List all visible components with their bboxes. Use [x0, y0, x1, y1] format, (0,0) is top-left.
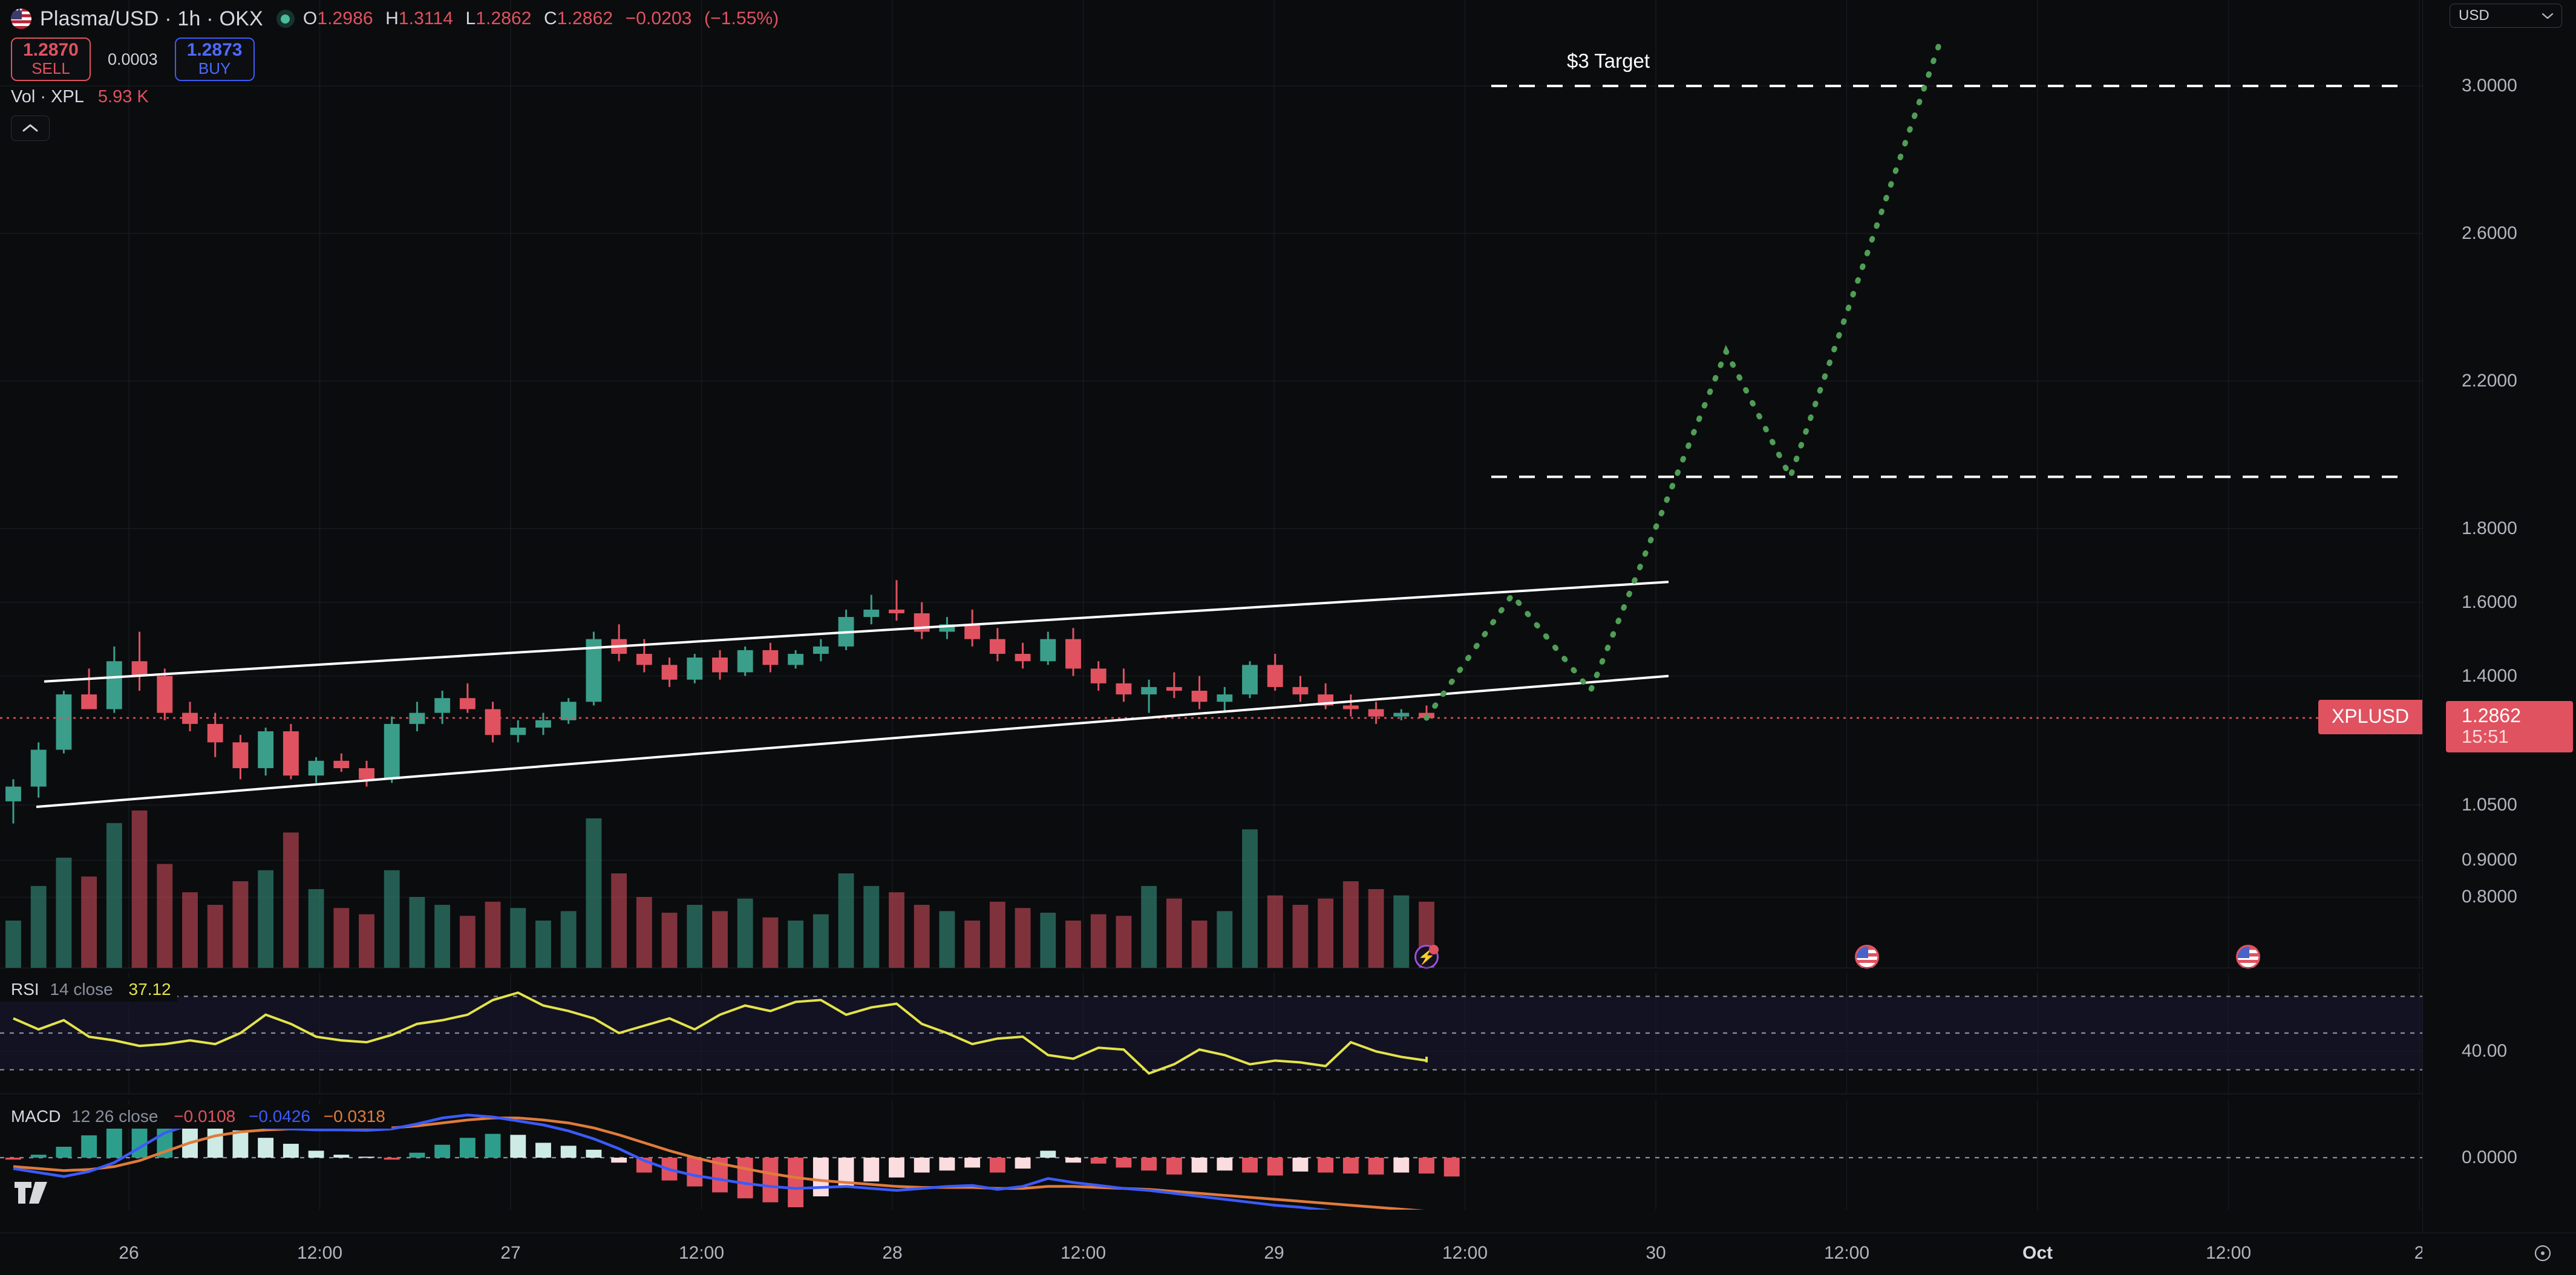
time-tick: Oct	[2022, 1243, 2053, 1263]
symbol-row[interactable]: Plasma/USD · 1h · OKX O1.2986 H1.3114 L1…	[11, 5, 779, 33]
bolt-marker[interactable]	[1414, 945, 1439, 969]
current-price-value: 1.2862	[2462, 704, 2521, 726]
time-tick: 2	[2414, 1243, 2425, 1263]
symbol-title[interactable]: Plasma/USD · 1h · OKX	[40, 7, 263, 30]
macd-name: MACD	[11, 1107, 61, 1126]
price-tick: 0.9000	[2462, 850, 2517, 870]
price-tick: 2.6000	[2462, 223, 2517, 243]
low-value: 1.2862	[476, 8, 532, 28]
target-annotation-label: $3 Target	[1567, 50, 1650, 72]
buy-price: 1.2873	[186, 40, 243, 60]
macd-pane[interactable]	[0, 1100, 2422, 1210]
macd-axis-tick: 0.0000	[2462, 1147, 2517, 1167]
rsi-args: 14 close	[50, 980, 113, 999]
currency-label: USD	[2459, 7, 2489, 24]
price-tick: 0.8000	[2462, 887, 2517, 907]
chart-legend: Plasma/USD · 1h · OKX O1.2986 H1.3114 L1…	[11, 5, 779, 141]
open-value: 1.2986	[317, 8, 373, 28]
live-dot-icon	[276, 10, 295, 28]
macd-args: 12 26 close	[71, 1107, 159, 1126]
time-tick: 12:00	[1060, 1243, 1107, 1263]
buy-button[interactable]: 1.2873 BUY	[174, 38, 255, 81]
rsi-value: 37.12	[128, 980, 171, 999]
price-tick: 1.4000	[2462, 665, 2517, 686]
price-tick: 2.2000	[2462, 370, 2517, 391]
flag-marker[interactable]	[2236, 945, 2260, 969]
collapse-legend-button[interactable]	[11, 116, 50, 141]
low-label: L	[465, 8, 476, 28]
sell-price: 1.2870	[23, 40, 79, 60]
buy-label: BUY	[198, 59, 231, 77]
time-tick: 28	[882, 1243, 903, 1263]
time-tick: 29	[1264, 1243, 1284, 1263]
price-tick: 1.6000	[2462, 592, 2517, 612]
rsi-pane[interactable]	[0, 973, 2422, 1094]
macd-chart-svg	[0, 1100, 2422, 1210]
close-value: 1.2862	[557, 8, 613, 28]
main-price-pane[interactable]: $3 Target	[0, 0, 2422, 968]
currency-selector[interactable]: USD	[2450, 4, 2562, 28]
change-percent: (−1.55%)	[704, 8, 779, 28]
us-flag-icon	[11, 8, 31, 29]
volume-legend[interactable]: Vol · XPL 5.93 K	[11, 87, 779, 107]
high-value: 1.3114	[398, 8, 453, 28]
time-tick: 12:00	[678, 1243, 725, 1263]
sell-button[interactable]: 1.2870 SELL	[11, 38, 91, 81]
high-label: H	[385, 8, 399, 28]
ohlc-values: O1.2986 H1.3114 L1.2862 C1.2862 −0.0203 …	[303, 8, 779, 29]
trade-buttons: 1.2870 SELL 0.0003 1.2873 BUY	[11, 36, 779, 82]
rsi-chart-svg	[0, 973, 2422, 1094]
macd-hist-value: −0.0108	[174, 1107, 236, 1126]
macd-legend[interactable]: MACD 12 26 close −0.0108 −0.0426 −0.0318	[0, 1104, 391, 1129]
rsi-axis-tick: 40.00	[2462, 1041, 2508, 1061]
rsi-name: RSI	[11, 980, 39, 999]
time-tick: 30	[1646, 1243, 1666, 1263]
price-tick: 3.0000	[2462, 76, 2517, 96]
open-label: O	[302, 8, 318, 28]
symbol-price-badge: XPLUSD	[2318, 699, 2422, 734]
time-tick: 26	[119, 1243, 139, 1263]
chevron-down-icon	[2542, 13, 2554, 19]
clock-icon[interactable]	[2532, 1243, 2553, 1264]
macd-line-value: −0.0426	[249, 1107, 311, 1126]
marker-badge-dot	[1429, 945, 1439, 954]
sell-label: SELL	[31, 59, 70, 77]
time-tick: 12:00	[1823, 1243, 1870, 1263]
price-tick: 1.0500	[2462, 795, 2517, 815]
flag-marker[interactable]	[1855, 945, 1879, 969]
current-price-countdown: 15:51	[2462, 725, 2509, 747]
rsi-legend[interactable]: RSI 14 close 37.12	[0, 977, 177, 1002]
tradingview-logo-icon[interactable]	[13, 1178, 53, 1207]
volume-value: 5.93 K	[97, 87, 149, 106]
macd-signal-value: −0.0318	[323, 1107, 385, 1126]
price-chart-svg	[0, 0, 2422, 968]
spread-value: 0.0003	[108, 50, 158, 68]
time-tick: 12:00	[1442, 1243, 1488, 1263]
price-tick: 1.8000	[2462, 518, 2517, 538]
close-label: C	[544, 8, 557, 28]
time-tick: 27	[500, 1243, 521, 1263]
current-price-badge[interactable]: 1.2862 15:51	[2446, 700, 2573, 753]
time-tick: 12:00	[2205, 1243, 2252, 1263]
chevron-up-icon	[22, 124, 38, 132]
price-axis[interactable]: USD 3.0000 2.6000 2.2000 1.8000 1.6000 1.4000…	[2422, 0, 2576, 1233]
volume-label: Vol · XPL	[11, 87, 83, 106]
change-absolute: −0.0203	[625, 8, 692, 28]
time-tick: 12:00	[296, 1243, 343, 1263]
time-axis[interactable]: 26 12:00 27 12:00 28 12:00 29 12:00 30 12:00 Oct 12…	[0, 1233, 2425, 1275]
